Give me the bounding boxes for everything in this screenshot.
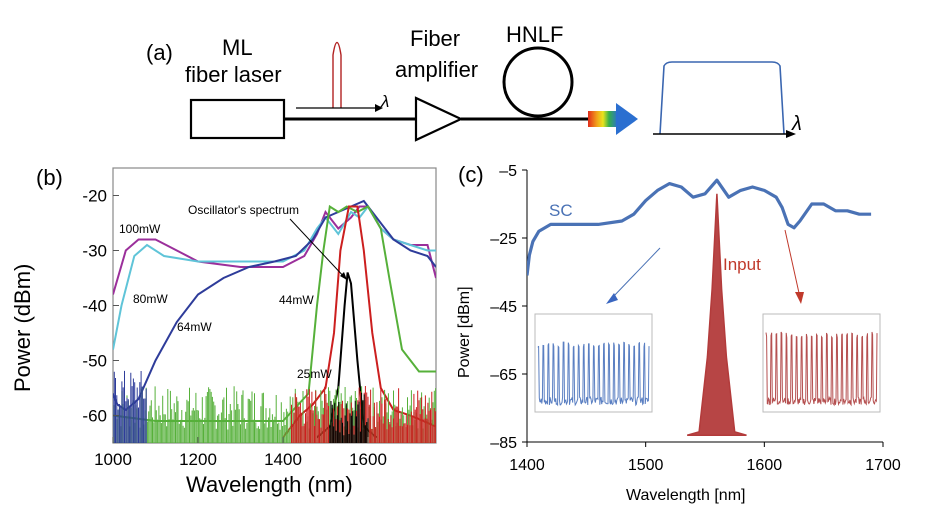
panel-b-label: (b) xyxy=(36,165,63,190)
y-tick-label: –45 xyxy=(490,299,517,316)
sc-pulse-train-inset xyxy=(534,313,653,413)
input-pulse-train-inset xyxy=(762,313,881,413)
output-spectrum-inset xyxy=(653,61,796,138)
series-area-input xyxy=(686,193,747,436)
x-tick-label: 1600 xyxy=(349,450,387,469)
x-tick-label: 1400 xyxy=(264,450,302,469)
panel-c-x-axis: 1400 1500 1600 1700 xyxy=(509,442,901,474)
panel-c-ylabel: Power [dBm] xyxy=(456,286,473,378)
y-tick-label: –25 xyxy=(490,231,517,248)
panel-c: (c) 1400 1500 1600 1700 –5 –25 –45 –65 –85 Wave… xyxy=(456,162,901,504)
pulse-spectrum-inset xyxy=(296,41,383,112)
curve-label-64mw: 64mW xyxy=(177,320,212,334)
curve-label-25mw: 25mW xyxy=(297,367,332,381)
curve-label-80mw: 80mW xyxy=(133,292,168,306)
y-tick-label: -40 xyxy=(82,297,107,316)
series-line-80mw xyxy=(113,204,436,350)
series-line-44mw xyxy=(113,204,436,422)
y-tick-label: -20 xyxy=(82,187,107,206)
panel-b-x-axis: 1000 1200 1400 1600 xyxy=(94,437,387,469)
x-tick-label: 1700 xyxy=(865,457,901,474)
amplifier-label-line2: amplifier xyxy=(395,57,478,82)
x-tick-label: 1200 xyxy=(179,450,217,469)
x-tick-label: 1600 xyxy=(747,457,783,474)
curve-label-100mw: 100mW xyxy=(119,222,161,236)
panel-b-series-group xyxy=(113,199,436,439)
panel-b-xlabel: Wavelength (nm) xyxy=(186,472,353,497)
panel-c-y-axis: –5 –25 –45 –65 –85 xyxy=(490,163,527,452)
panel-b-y-axis: -20 -30 -40 -50 -60 xyxy=(82,187,119,426)
panel-c-xlabel: Wavelength [nm] xyxy=(626,487,745,504)
panel-a: (a) ML fiber laser λ Fiber amplifier HNL… xyxy=(146,22,802,142)
sc-label: SC xyxy=(549,201,573,220)
oscillator-arrow-head xyxy=(340,272,347,280)
curve-label-44mw: 44mW xyxy=(279,293,314,307)
amplifier-label-line1: Fiber xyxy=(410,26,460,51)
oscillator-annotation: Oscillator's spectrum xyxy=(188,203,299,217)
y-tick-label: -60 xyxy=(82,407,107,426)
hnlf-coil xyxy=(502,46,574,118)
laser-label-line2: fiber laser xyxy=(185,62,282,87)
y-tick-label: -50 xyxy=(82,352,107,371)
series-line-sc xyxy=(527,178,872,276)
panel-b: (b) 1000 1200 1400 1600 -20 -30 -40 -50 -60 Wav… xyxy=(10,165,437,497)
panel-b-ylabel: Power (dBm) xyxy=(10,264,35,392)
sc-pointer-arrow-head xyxy=(606,293,618,304)
x-tick-label: 1400 xyxy=(509,457,545,474)
y-tick-label: –85 xyxy=(490,435,517,452)
series-line-25mw xyxy=(282,205,436,439)
panel-b-noise-floor xyxy=(113,370,436,443)
lambda-label-2: λ xyxy=(791,113,802,135)
input-pointer-arrow xyxy=(784,229,800,294)
y-tick-label: –65 xyxy=(490,367,517,384)
series-line-64mw xyxy=(113,199,436,412)
laser-label-line1: ML xyxy=(222,35,253,60)
lambda-label-1: λ xyxy=(380,92,389,111)
panel-a-label: (a) xyxy=(146,40,173,65)
noise-floor-000000 xyxy=(329,392,369,443)
sc-pointer-arrow xyxy=(611,247,661,299)
laser-box xyxy=(189,98,286,140)
x-tick-label: 1500 xyxy=(628,457,664,474)
amplifier-triangle xyxy=(414,96,464,142)
oscillator-annotation-arrow xyxy=(289,218,348,281)
noise-floor-2e3c9a xyxy=(113,370,147,443)
input-label: Input xyxy=(723,255,761,274)
input-pointer-arrow-head xyxy=(795,292,804,304)
series-line-100mw xyxy=(113,205,436,295)
y-tick-label: -30 xyxy=(82,242,107,261)
hnlf-label: HNLF xyxy=(506,22,563,47)
panel-c-series-group xyxy=(527,178,872,436)
x-tick-label: 1000 xyxy=(94,450,132,469)
supercontinuum-arrow xyxy=(588,103,638,135)
panel-c-label: (c) xyxy=(458,162,484,187)
y-tick-label: –5 xyxy=(499,163,517,180)
